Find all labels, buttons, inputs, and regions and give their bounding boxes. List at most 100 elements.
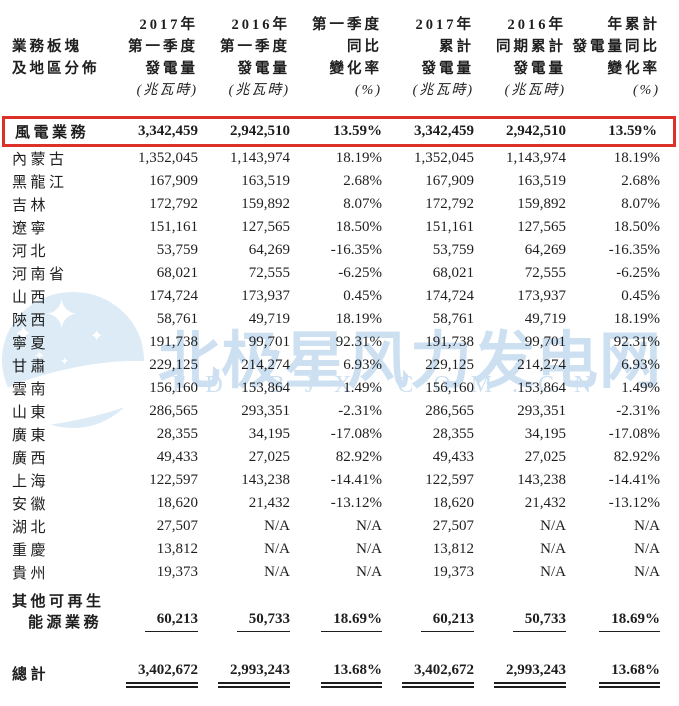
- header-line: 發電量: [513, 61, 566, 77]
- cell-value: 82.92%: [566, 446, 676, 469]
- value-text: 18.19%: [613, 311, 660, 327]
- table-row: 雲南 156,160 153,864 1.49% 156,160 153,864 1.49%: [2, 377, 676, 400]
- table-row: 寧夏 191,738 99,701 92.31% 191,738 99,701 92.31%: [2, 331, 676, 354]
- cell-value: 18,620: [102, 492, 198, 515]
- cell-value: 2,993,243: [198, 658, 290, 688]
- header-line: 累計: [439, 39, 474, 55]
- cell-value: 64,269: [198, 239, 290, 262]
- cell-value: 122,597: [382, 469, 474, 492]
- value-text: 13.59%: [333, 123, 382, 139]
- cell-value: 159,892: [198, 193, 290, 216]
- watermark-site-url: FD.BJX.COM.CN: [172, 372, 612, 398]
- value-text: 151,161: [425, 219, 474, 235]
- header-line: 發電量同比: [572, 39, 660, 55]
- value-text: 64,269: [524, 242, 566, 258]
- cell-value: 8.07%: [290, 193, 382, 216]
- value-text: 2,942,510: [506, 123, 566, 139]
- star-icon: ✦: [34, 349, 45, 364]
- cell-value: 127,565: [198, 216, 290, 239]
- cell-value: 18.69%: [290, 584, 382, 636]
- cell-value: 28,355: [382, 423, 474, 446]
- value-text: 173,937: [517, 288, 566, 304]
- row-label: 黑龍江: [12, 175, 68, 191]
- cell-value: 34,195: [474, 423, 566, 446]
- cell-value: -13.12%: [566, 492, 676, 515]
- cell-value: 286,565: [382, 400, 474, 423]
- cell-value: 2,993,243: [474, 658, 566, 688]
- row-label: 總計: [12, 666, 50, 683]
- value-text: N/A: [634, 541, 660, 557]
- value-text: -13.12%: [330, 495, 382, 511]
- value-text: 174,724: [149, 288, 198, 304]
- value-text: 13,812: [432, 541, 474, 557]
- value-text: 18.19%: [613, 150, 660, 166]
- value-text: 229,125: [425, 357, 474, 373]
- cell-value: 3,342,459: [102, 116, 198, 147]
- table-row: 吉林 172,792 159,892 8.07% 172,792 159,892 8.07%: [2, 193, 676, 216]
- header-unit: (兆瓦時): [412, 83, 474, 98]
- cell-value: 60,213: [382, 584, 474, 636]
- value-text: 68,021: [432, 265, 474, 281]
- cell-value: 172,792: [382, 193, 474, 216]
- star-icon: ✦: [60, 355, 70, 368]
- cell-value: 1.49%: [566, 377, 676, 400]
- value-text: 293,351: [517, 403, 566, 419]
- cell-value: 21,432: [198, 492, 290, 515]
- cell-value: 1,143,974: [198, 147, 290, 170]
- table-row: 甘肅 229,125 214,274 6.93% 229,125 214,274 6.93%: [2, 354, 676, 377]
- cell-value: 167,909: [382, 170, 474, 193]
- cell-value: 1.49%: [290, 377, 382, 400]
- cell-value: -17.08%: [566, 423, 676, 446]
- value-text: 2.68%: [621, 173, 660, 189]
- star-icon: ✦: [44, 290, 80, 339]
- value-text: 229,125: [149, 357, 198, 373]
- value-text: 173,937: [241, 288, 290, 304]
- header-line: 發電量: [421, 61, 474, 77]
- cell-value: 53,759: [102, 239, 198, 262]
- cell-value: 156,160: [102, 377, 198, 400]
- value-text: 13,812: [156, 541, 198, 557]
- star-icon: ✦: [90, 326, 104, 345]
- header-line: 變化率: [607, 61, 660, 77]
- value-text: 172,792: [425, 196, 474, 212]
- value-text: 13.68%: [321, 662, 382, 688]
- cell-value: -16.35%: [290, 239, 382, 262]
- value-text: 49,433: [432, 449, 474, 465]
- value-text: N/A: [540, 541, 566, 557]
- value-text: N/A: [356, 564, 382, 580]
- value-text: 163,519: [517, 173, 566, 189]
- cell-value: 58,761: [102, 308, 198, 331]
- cell-value: 18.69%: [566, 584, 676, 636]
- value-text: 49,433: [156, 449, 198, 465]
- value-text: 60,213: [144, 611, 198, 632]
- value-text: 167,909: [425, 173, 474, 189]
- cell-value: 191,738: [102, 331, 198, 354]
- value-text: -6.25%: [338, 265, 382, 281]
- header-line: 2017年: [415, 17, 474, 33]
- value-text: 2,942,510: [230, 123, 290, 139]
- cell-value: 60,213: [102, 584, 198, 636]
- value-text: 286,565: [149, 403, 198, 419]
- value-text: 18.19%: [335, 150, 382, 166]
- table-row: 河南省 68,021 72,555 -6.25% 68,021 72,555 -6.25%: [2, 262, 676, 285]
- cell-value: 19,373: [102, 561, 198, 584]
- cell-value: -16.35%: [566, 239, 676, 262]
- value-text: 18,620: [432, 495, 474, 511]
- polaris-logo-icon: ✦ ✦ ✦ ✦ ✦: [0, 290, 181, 441]
- row-label: 重慶: [12, 543, 50, 559]
- value-text: 3,342,459: [414, 123, 474, 139]
- cell-value: 2.68%: [290, 170, 382, 193]
- header-line: 2016年: [231, 17, 290, 33]
- value-text: 6.93%: [621, 357, 660, 373]
- table-row: 廣東 28,355 34,195 -17.08% 28,355 34,195 -17.08%: [2, 423, 676, 446]
- value-text: 1.49%: [621, 380, 660, 396]
- header-line: 第一季度: [312, 17, 382, 33]
- table-row: 黑龍江 167,909 163,519 2.68% 167,909 163,519 2.68…: [2, 170, 676, 193]
- header-unit: (兆瓦時): [228, 83, 290, 98]
- cell-value: N/A: [566, 538, 676, 561]
- value-text: 13.59%: [608, 123, 657, 139]
- table-row: 總計 3,402,672 2,993,243 13.68% 3,402,672 2,993…: [2, 658, 676, 688]
- value-text: N/A: [540, 518, 566, 534]
- table-row: 河北 53,759 64,269 -16.35% 53,759 64,269 -16.35%: [2, 239, 676, 262]
- value-text: 293,351: [241, 403, 290, 419]
